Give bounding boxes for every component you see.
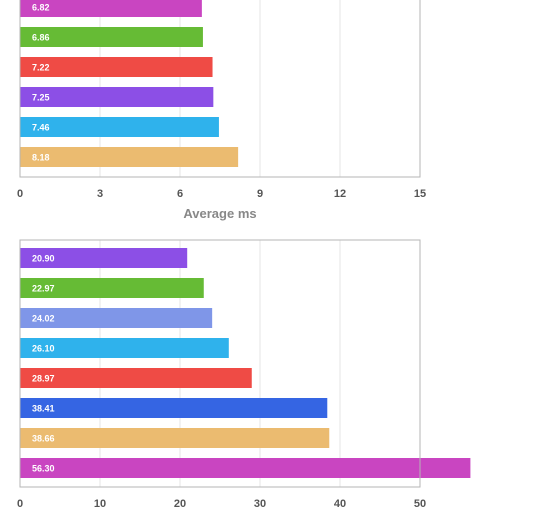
- bar-value-label: 38.41: [32, 404, 55, 414]
- bar-value-label: 20.90: [32, 254, 55, 264]
- bar: [20, 0, 202, 17]
- x-tick-label: 6: [177, 188, 183, 200]
- bar: [20, 117, 219, 137]
- x-tick-label: 40: [334, 498, 346, 510]
- bar: [20, 147, 239, 167]
- bar: [20, 368, 252, 388]
- bar-value-label: 24.02: [32, 314, 55, 324]
- average-ms-bar-chart: 6.82 6.86 7.22 7.25 7.46 8.18 0 3 6 9 12 15 Average …: [17, 0, 426, 221]
- x-tick-label: 3: [97, 188, 103, 200]
- bar-value-label: 8.18: [32, 153, 50, 163]
- bar-value-label: 26.10: [32, 344, 55, 354]
- x-tick-label: 50: [414, 498, 426, 510]
- x-tick-label: 20: [174, 498, 186, 510]
- x-tick-label: 15: [414, 188, 426, 200]
- bar-value-label: 7.25: [32, 93, 50, 103]
- bar-value-label: 56.30: [32, 464, 55, 474]
- x-axis-title: Average ms: [183, 206, 256, 221]
- bar: [20, 428, 330, 448]
- bar: [20, 398, 328, 418]
- bar: [20, 338, 229, 358]
- bar: [20, 458, 471, 478]
- x-tick-label: 30: [254, 498, 266, 510]
- plot-border: [19, 239, 421, 488]
- bar: [20, 308, 213, 328]
- bar-value-label: 28.97: [32, 374, 55, 384]
- bar: [20, 27, 203, 47]
- bar: [20, 248, 188, 268]
- plot-border: [19, 0, 421, 178]
- x-tick-label: 12: [334, 188, 346, 200]
- x-tick-label: 0: [17, 188, 23, 200]
- bar: [20, 278, 204, 298]
- bar-value-label: 22.97: [32, 284, 55, 294]
- x-tick-label: 10: [94, 498, 106, 510]
- bar: [20, 57, 213, 77]
- x-tick-label: 9: [257, 188, 263, 200]
- bar-value-label: 7.46: [32, 123, 50, 133]
- bar: [20, 87, 214, 107]
- second-bar-chart: 20.90 22.97 24.02 26.10 28.97 38.41 38.66 56.30…: [17, 239, 471, 510]
- bar-value-label: 38.66: [32, 434, 55, 444]
- bar-value-label: 7.22: [32, 63, 50, 73]
- bar-value-label: 6.82: [32, 3, 50, 13]
- bar-value-label: 6.86: [32, 33, 50, 43]
- x-tick-label: 0: [17, 498, 23, 510]
